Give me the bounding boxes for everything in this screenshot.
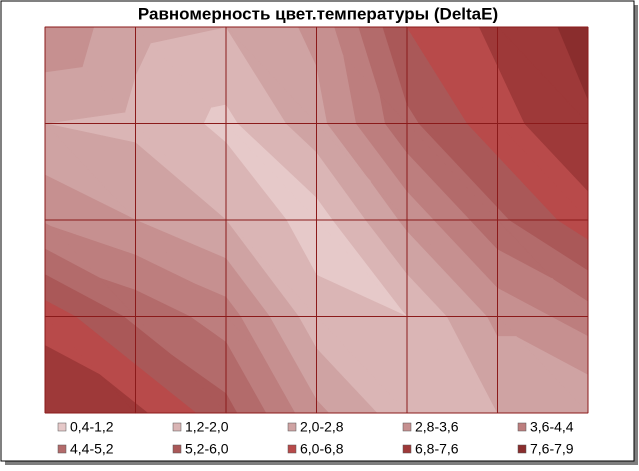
legend-label: 2,8-3,6: [415, 419, 459, 435]
legend-label: 7,6-7,9: [530, 441, 574, 457]
legend-label: 2,0-2,8: [300, 419, 344, 435]
legend-swatch: [57, 422, 67, 432]
legend: 0,4-1,2 1,2-2,0 2,0-2,8 2,8-3,6 3,6-4,4 4,4-5…: [57, 419, 574, 457]
legend-label: 3,6-4,4: [530, 419, 574, 435]
legend-label: 0,4-1,2: [70, 419, 114, 435]
chart-title: Равномерность цвет.температуры (DeltaE): [138, 4, 498, 23]
legend-swatch: [172, 422, 182, 432]
legend-swatch: [57, 444, 67, 454]
legend-label: 4,4-5,2: [70, 441, 114, 457]
legend-swatch: [517, 444, 527, 454]
legend-label: 6,0-6,8: [300, 441, 344, 457]
legend-swatch: [402, 422, 412, 432]
legend-swatch: [402, 444, 412, 454]
legend-swatch: [517, 422, 527, 432]
plot-area: [44, 25, 589, 414]
legend-swatch: [287, 444, 297, 454]
legend-swatch: [287, 422, 297, 432]
legend-label: 6,8-7,6: [415, 441, 459, 457]
legend-label: 1,2-2,0: [185, 419, 229, 435]
legend-swatch: [172, 444, 182, 454]
legend-label: 5,2-6,0: [185, 441, 229, 457]
